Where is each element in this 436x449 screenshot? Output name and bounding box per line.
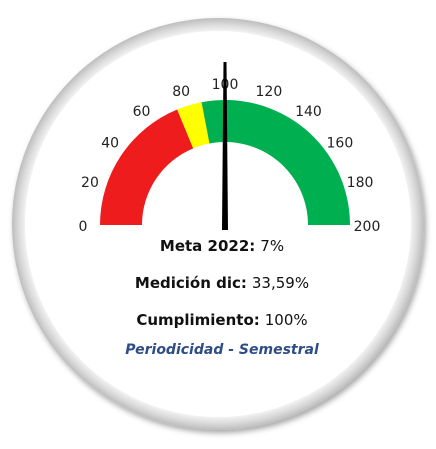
tick-label: 20 <box>81 175 99 191</box>
tick-label: 200 <box>354 219 381 235</box>
summary-label: Medición dic: <box>135 274 247 292</box>
summary-value: 100% <box>265 311 308 329</box>
summary-value: 7% <box>260 237 284 255</box>
summary-label: Meta 2022: <box>160 237 255 255</box>
tick-label: 120 <box>256 84 283 100</box>
card-face <box>25 31 411 417</box>
tick-label: 40 <box>101 136 119 152</box>
periodicity-note: Periodicidad - Semestral <box>125 342 319 358</box>
gauge-band <box>201 100 350 225</box>
summary-label: Cumplimiento: <box>136 311 259 329</box>
gauge-needle <box>222 62 228 230</box>
gauge-band <box>100 109 194 225</box>
tick-label: 60 <box>133 104 151 120</box>
summary-line: Cumplimiento: 100% <box>136 311 307 329</box>
gauge: 020406080100120140160180200 <box>79 62 381 235</box>
tick-label: 0 <box>79 219 88 235</box>
gauge-band <box>177 102 210 149</box>
tick-label: 160 <box>327 136 354 152</box>
tick-label: 80 <box>172 84 190 100</box>
tick-label: 140 <box>295 104 322 120</box>
summary-value: 33,59% <box>252 274 309 292</box>
tick-label: 180 <box>347 175 374 191</box>
summary-line: Meta 2022: 7% <box>160 237 284 255</box>
summary-line: Medición dic: 33,59% <box>135 274 309 292</box>
